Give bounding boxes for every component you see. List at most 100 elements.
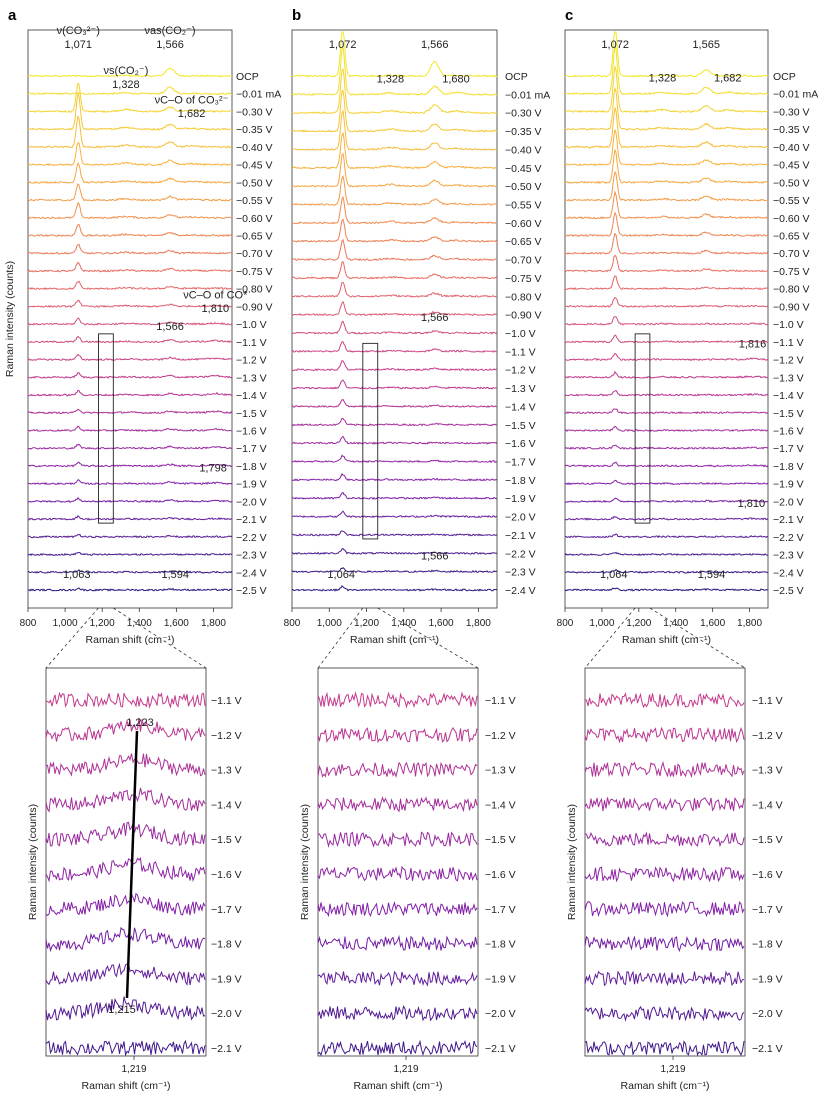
zoom-series-label: −1.1 V [752, 695, 783, 707]
series-label: −0.55 V [773, 195, 810, 207]
peak-annotation: 1,594 [161, 569, 189, 581]
spectrum-line [564, 129, 769, 167]
zoom-series-label: −1.4 V [752, 799, 783, 811]
series-label: −1.8 V [505, 475, 536, 487]
series-label: −1.7 V [773, 443, 804, 455]
series-label: −0.60 V [773, 213, 810, 225]
zoom-series-label: −1.3 V [211, 765, 242, 777]
peak-annotation: 1,810 [738, 498, 766, 510]
spectrum-line [564, 533, 769, 539]
peak-annotation: 1,566 [421, 312, 449, 324]
series-label: −0.75 V [505, 273, 542, 285]
x-tick-label: 1,000 [53, 618, 78, 629]
zoom-series-label: −1.7 V [752, 904, 783, 916]
zoom-series-label: −1.3 V [485, 765, 516, 777]
zoom-spectrum-line [584, 726, 745, 744]
series-label: −2.4 V [505, 585, 536, 597]
zoom-series-label: −1.7 V [211, 904, 242, 916]
series-label: −2.2 V [773, 532, 804, 544]
series-label: −2.3 V [236, 550, 267, 562]
spectrum-line [564, 551, 769, 557]
peak-annotation: 1,566 [421, 39, 449, 51]
zoom-connector [45, 607, 99, 669]
peak-annotation: 1,072 [601, 39, 629, 51]
zoom-spectrum-line [317, 691, 478, 709]
zoom-spectrum-line [584, 796, 745, 812]
spectrum-line [291, 281, 498, 298]
spectrum-line [27, 183, 233, 202]
spectrum-line [27, 223, 233, 238]
spectrum-line [27, 587, 233, 592]
series-label: −0.65 V [773, 231, 810, 243]
zoom-y-axis-label: Raman intensity (counts) [299, 804, 311, 920]
spectrum-line [27, 569, 233, 574]
x-tick-label: 1,400 [663, 618, 688, 629]
zoom-series-label: −1.8 V [752, 939, 783, 951]
spectrum-line [291, 398, 498, 408]
panel-b: b OCP −0.01 mA −0.30 V −0.35 V −0.40 V −0.45 V… [284, 7, 550, 669]
zoom-series-label: −2.1 V [752, 1043, 783, 1055]
spectrum-line [27, 86, 233, 96]
spectrum-line [291, 454, 498, 464]
series-label: −0.65 V [505, 236, 542, 248]
spectrum-line [564, 254, 769, 273]
series-label: −2.3 V [773, 550, 804, 562]
zoom-connector [377, 607, 479, 669]
x-tick-label: 1,600 [700, 618, 725, 629]
zoom-connector [317, 607, 364, 669]
spectrum-line [564, 479, 769, 486]
series-label: −0.70 V [773, 248, 810, 260]
zoom-series-label: −2.0 V [485, 1008, 516, 1020]
zoom-series-label: −1.4 V [485, 799, 516, 811]
zoom-series-label: −1.9 V [485, 973, 516, 985]
peak-annotation: νas(CO₂⁻) [145, 25, 196, 37]
series-label: −0.90 V [773, 301, 810, 313]
zoom-box [362, 342, 379, 540]
zoom-spectrum-line [45, 717, 206, 742]
peak-annotation: 1,798 [199, 463, 227, 475]
series-label: −0.80 V [505, 291, 542, 303]
spectrum-line [27, 353, 233, 362]
zoom-spectrum-line [317, 796, 478, 813]
zoom-spectrum-line [45, 1039, 206, 1057]
x-tick-label: 800 [20, 618, 37, 629]
spectrum-line [27, 67, 233, 78]
zoom-spectrum-line [584, 970, 745, 987]
spectrum-line [27, 142, 233, 167]
zoom-series-label: −1.3 V [752, 765, 783, 777]
x-axis-label: Raman shift (cm⁻¹) [622, 634, 711, 646]
series-label: −1.3 V [236, 372, 267, 384]
spectrum-line [27, 515, 233, 521]
series-label: −0.01 mA [236, 89, 281, 101]
peak-annotation: 1,328 [112, 79, 140, 91]
x-tick-label: 1,200 [90, 618, 115, 629]
zoom-frame [45, 667, 207, 1057]
spectrum-line [564, 86, 769, 131]
series-label: −1.8 V [773, 461, 804, 473]
spectrum-line [27, 372, 233, 379]
peak-annotation: ν(CO₃²⁻) [57, 25, 100, 37]
x-axis-label: Raman shift (cm⁻¹) [350, 634, 439, 646]
spectrum-line [564, 66, 769, 114]
spectrum-line [291, 31, 498, 78]
peak-annotation: νC–O of CO* [183, 289, 248, 301]
zoom-series-label: −2.1 V [211, 1043, 242, 1055]
series-label: −0.90 V [236, 301, 273, 313]
series-label: −0.50 V [236, 177, 273, 189]
zoom-y-axis-label: Raman intensity (counts) [27, 804, 39, 920]
zoom-box [98, 333, 114, 524]
spectrum-line [27, 425, 233, 433]
series-label: −0.65 V [236, 231, 273, 243]
zoom-series-label: −1.5 V [485, 834, 516, 846]
spectrum-line [27, 243, 232, 255]
panel-c: c OCP −0.01 mA −0.30 V −0.35 V −0.40 V −0.45 V… [557, 7, 818, 669]
spectrum-line [27, 317, 233, 326]
x-tick-label: 1,800 [201, 618, 226, 629]
peak-annotation: 1,328 [377, 73, 405, 85]
series-label: −0.70 V [236, 248, 273, 260]
peak-annotation: 1,071 [64, 39, 92, 51]
series-label: −1.6 V [773, 425, 804, 437]
spectrum-line [564, 170, 768, 202]
series-label: −1.7 V [505, 457, 536, 469]
spectrum-line [291, 67, 498, 115]
